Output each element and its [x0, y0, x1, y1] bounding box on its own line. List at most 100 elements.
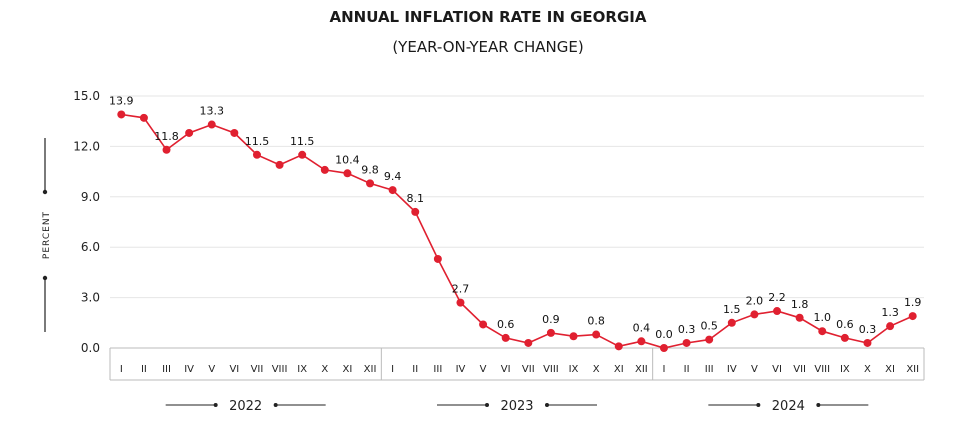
x-tick-label: II	[141, 364, 147, 375]
year-decoration-dot	[485, 403, 489, 407]
x-tick-label: I	[391, 364, 394, 375]
data-point	[908, 312, 917, 321]
y-axis-decoration-dot	[42, 189, 48, 195]
data-label: 1.0	[814, 311, 832, 324]
data-point	[388, 186, 397, 195]
x-tick-label: IV	[456, 364, 466, 375]
data-label: 0.6	[836, 318, 854, 331]
y-tick-label: 0.0	[81, 341, 100, 355]
data-point	[456, 298, 465, 307]
data-label: 2.2	[768, 291, 786, 304]
data-point	[524, 338, 533, 347]
y-tick-label: 12.0	[73, 139, 100, 153]
x-tick-label: III	[433, 364, 442, 375]
x-tick-label: III	[162, 364, 171, 375]
data-point	[479, 320, 488, 329]
x-tick-label: VII	[251, 364, 264, 375]
data-point	[275, 160, 284, 169]
y-tick-label: 3.0	[81, 291, 100, 305]
chart-subtitle: (YEAR-ON-YEAR CHANGE)	[392, 38, 584, 56]
data-label: 0.8	[587, 315, 605, 328]
data-label: 0.6	[497, 318, 515, 331]
year-decoration-dot	[816, 403, 821, 407]
data-point	[546, 328, 555, 337]
x-tick-label: V	[751, 364, 758, 375]
year-decoration-dot	[273, 403, 278, 407]
x-tick-label: XII	[364, 364, 377, 375]
year-label: 2022	[229, 399, 262, 414]
data-label: 11.5	[245, 135, 270, 148]
data-label: 8.1	[407, 192, 425, 205]
data-point	[795, 313, 804, 322]
x-tick-label: VI	[229, 364, 239, 375]
data-point	[637, 337, 646, 346]
chart-title: ANNUAL INFLATION RATE IN GEORGIA	[329, 8, 647, 26]
x-tick-label: IX	[569, 364, 579, 375]
x-tick-label: VII	[522, 364, 535, 375]
data-point	[343, 169, 352, 178]
data-label: 2.0	[746, 294, 764, 307]
data-label: 9.8	[361, 163, 379, 176]
data-label: 1.8	[791, 298, 809, 311]
data-point	[185, 128, 194, 137]
data-label: 0.4	[633, 321, 651, 334]
data-label: 13.3	[200, 105, 225, 118]
data-point	[366, 179, 375, 188]
x-tick-label: X	[593, 364, 600, 375]
data-point	[298, 150, 307, 159]
data-point	[207, 120, 216, 129]
data-point	[818, 327, 827, 336]
x-tick-label: X	[321, 364, 328, 375]
data-point	[659, 344, 668, 352]
data-point	[162, 145, 171, 154]
data-point	[433, 254, 442, 263]
data-label: 0.0	[655, 328, 673, 341]
x-tick-label: IV	[727, 364, 737, 375]
x-tick-label: XII	[635, 364, 648, 375]
data-label: 0.5	[700, 320, 718, 333]
data-label: 2.7	[452, 283, 470, 296]
year-decoration-dot	[756, 403, 761, 407]
x-tick-label: XI	[885, 364, 895, 375]
year-label: 2024	[772, 399, 805, 414]
x-tick-label: IX	[297, 364, 307, 375]
x-tick-label: II	[684, 364, 690, 375]
x-tick-label: XI	[343, 364, 353, 375]
x-tick-label: VI	[501, 364, 511, 375]
year-decoration-dot	[213, 403, 218, 407]
y-tick-label: 9.0	[81, 190, 100, 204]
inflation-series-line	[121, 113, 914, 349]
x-tick-label: IV	[184, 364, 194, 375]
x-tick-label: V	[208, 364, 215, 375]
data-point	[320, 165, 329, 174]
data-point	[614, 342, 623, 351]
data-point	[230, 128, 239, 137]
x-tick-label: IX	[840, 364, 850, 375]
x-tick-label: I	[120, 364, 123, 375]
year-decoration-dot	[545, 403, 549, 407]
data-point	[886, 322, 895, 331]
data-point	[411, 207, 420, 216]
data-point	[840, 333, 849, 342]
y-tick-label: 6.0	[81, 240, 100, 254]
data-point	[727, 318, 736, 327]
data-point	[750, 310, 759, 319]
x-tick-label: III	[705, 364, 714, 375]
y-axis-decoration-dot	[42, 275, 48, 281]
data-label: 9.4	[384, 170, 402, 183]
year-label: 2023	[500, 399, 533, 414]
x-tick-label: VIII	[814, 364, 830, 375]
data-point	[569, 332, 578, 341]
data-point	[705, 335, 714, 344]
x-tick-label: VII	[793, 364, 806, 375]
data-point	[863, 338, 872, 347]
data-point	[501, 333, 510, 342]
data-point	[252, 150, 261, 159]
data-label: 13.9	[109, 94, 134, 107]
data-label: 1.5	[723, 303, 741, 316]
x-tick-label: I	[662, 364, 665, 375]
data-label: 11.8	[154, 130, 179, 143]
data-label: 0.9	[542, 313, 560, 326]
x-tick-label: II	[412, 364, 418, 375]
